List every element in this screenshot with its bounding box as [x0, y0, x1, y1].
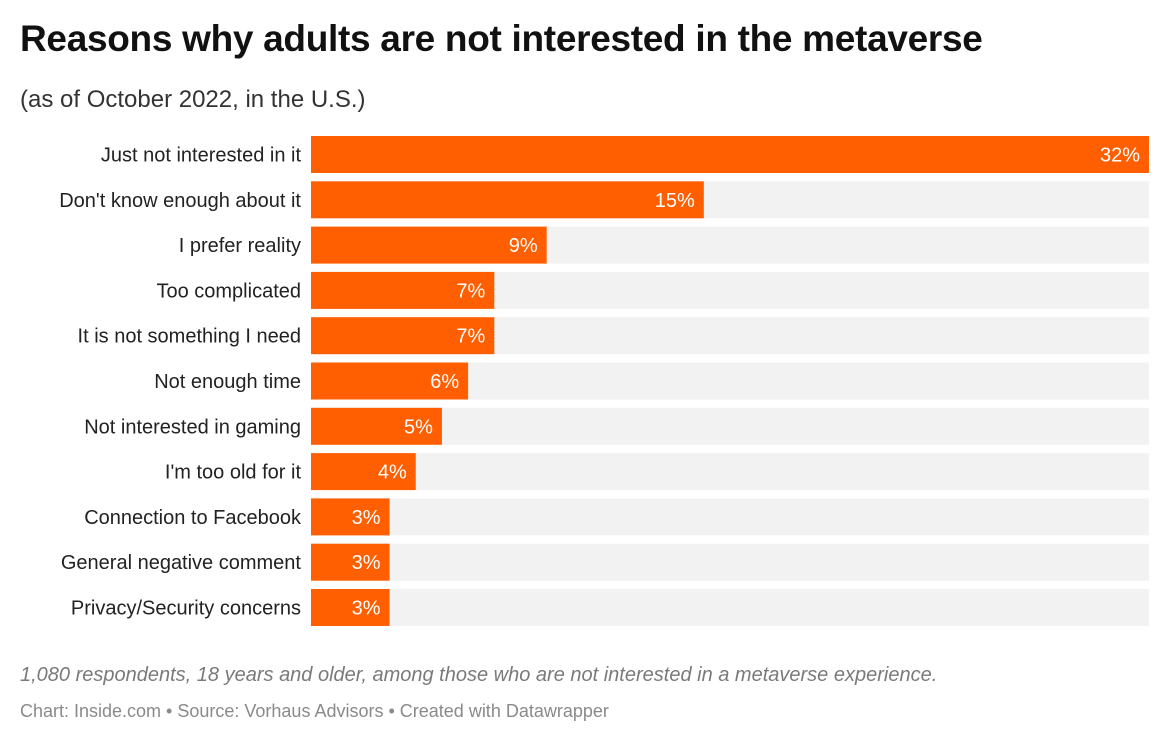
category-label: Connection to Facebook: [84, 507, 302, 529]
bar-track: [311, 453, 1149, 491]
bar-track: [311, 498, 1149, 536]
value-label: 3%: [352, 552, 381, 574]
chart-credits: Chart: Inside.com • Source: Vorhaus Advi…: [20, 701, 609, 721]
bar: [311, 317, 495, 355]
chart-subtitle: (as of October 2022, in the U.S.): [20, 86, 366, 113]
bar: [311, 181, 704, 219]
bar: [311, 589, 390, 626]
value-label: 3%: [352, 598, 381, 620]
value-label: 3%: [352, 507, 381, 529]
value-label: 32%: [1100, 145, 1140, 167]
bar-chart: Just not interested in it 32% Don't know e…: [59, 136, 1149, 626]
value-label: 5%: [404, 416, 433, 438]
category-label: Too complicated: [156, 280, 301, 302]
bar: [311, 543, 390, 581]
category-label: I prefer reality: [179, 235, 301, 257]
bar: [311, 498, 390, 536]
bar-track: [311, 543, 1149, 581]
value-label: 7%: [456, 280, 485, 302]
value-label: 7%: [456, 326, 485, 348]
category-label: Not interested in gaming: [84, 416, 301, 438]
value-label: 15%: [655, 190, 695, 212]
bar-track: [311, 589, 1149, 626]
bar: [311, 271, 495, 309]
bar: [311, 453, 416, 491]
value-label: 4%: [378, 462, 407, 484]
bar: [311, 136, 1149, 173]
bar: [311, 407, 442, 445]
value-label: 6%: [430, 371, 459, 393]
category-label: General negative comment: [61, 552, 302, 574]
category-label: I'm too old for it: [165, 462, 302, 484]
category-label: Not enough time: [154, 371, 301, 393]
category-label: Privacy/Security concerns: [71, 598, 301, 620]
category-label: Just not interested in it: [101, 145, 302, 167]
category-label: It is not something I need: [78, 326, 301, 348]
bar: [311, 362, 469, 400]
value-label: 9%: [509, 235, 538, 257]
chart-title: Reasons why adults are not interested in…: [20, 18, 983, 59]
chart-note: 1,080 respondents, 18 years and older, a…: [20, 664, 938, 686]
bar-track: [311, 407, 1149, 445]
category-label: Don't know enough about it: [59, 190, 301, 212]
bar: [311, 226, 547, 264]
